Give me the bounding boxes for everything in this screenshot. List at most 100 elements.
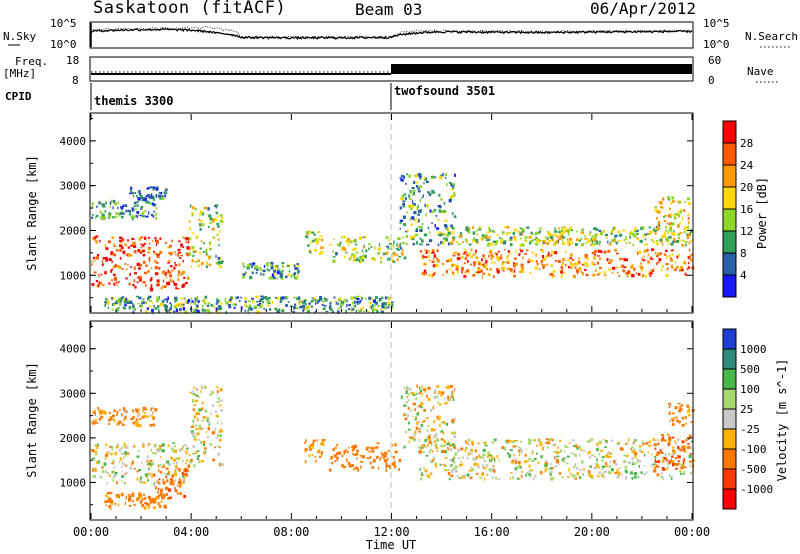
heat-cell-r6 <box>334 460 337 463</box>
heat-cell-r9 <box>650 269 652 272</box>
heat-cell-r9 <box>640 262 642 265</box>
heat-cell-r5 <box>320 451 324 455</box>
heat-cell-r7 <box>420 444 424 447</box>
heat-cell-r8 <box>423 233 428 237</box>
heat-cell-r0 <box>129 254 133 257</box>
heat-cell-r4 <box>108 499 113 504</box>
heat-cell-r2 <box>157 188 159 190</box>
heat-cell-r8 <box>625 476 628 480</box>
heat-cell-r10 <box>636 229 639 232</box>
heat-cell-r7 <box>356 301 360 305</box>
heat-cell-r6 <box>396 258 399 261</box>
heat-cell-r3 <box>217 452 220 456</box>
heat-cell-r0 <box>169 251 173 256</box>
heat-cell-r7 <box>316 300 319 304</box>
heat-cell-r10 <box>535 242 539 246</box>
heat-cell-r7 <box>414 430 417 434</box>
heat-cell-r7 <box>153 304 155 308</box>
heat-cell-r10 <box>581 243 585 247</box>
heat-cell-r9 <box>428 250 431 254</box>
heat-cell-r7 <box>432 406 435 410</box>
heat-cell-r8 <box>445 225 448 228</box>
heat-cell-r8 <box>605 462 608 465</box>
heat-cell-r9 <box>542 255 545 259</box>
heat-cell-r0 <box>91 449 95 452</box>
heat-cell-r3 <box>199 427 202 431</box>
heat-cell-r6 <box>352 259 355 262</box>
heat-cell-r0 <box>144 236 147 240</box>
heat-cell-r9 <box>425 249 429 253</box>
heat-cell-r8 <box>466 442 469 445</box>
heat-cell-r8 <box>637 460 641 463</box>
heat-cell-r2 <box>125 415 127 418</box>
heat-cell-r8 <box>495 476 497 480</box>
heat-cell-r0 <box>173 282 178 286</box>
heat-cell-r6 <box>348 257 352 261</box>
heat-cell-r9 <box>445 270 448 274</box>
heat-cell-r9 <box>625 258 628 262</box>
heat-cell-r10 <box>605 237 608 239</box>
heat-cell-r1 <box>150 213 154 217</box>
heat-cell-r0 <box>183 477 186 480</box>
heat-cell-r8 <box>489 459 491 462</box>
heat-cell-r6 <box>372 259 376 261</box>
heat-cell-r5 <box>321 438 324 443</box>
heat-cell-r0 <box>153 444 157 448</box>
heat-cell-r0 <box>166 473 170 476</box>
heat-cell-r8 <box>454 452 458 456</box>
heat-cell-r0 <box>138 469 142 471</box>
heat-cell-r7 <box>262 301 265 304</box>
heat-cell-r0 <box>139 252 142 254</box>
heat-cell-r1 <box>120 210 124 214</box>
heat-cell-r8 <box>513 440 517 442</box>
heat-cell-r4 <box>266 268 269 271</box>
heat-cell-r10 <box>556 235 558 238</box>
heat-cell-r9 <box>650 248 655 251</box>
heat-cell-r10 <box>501 239 504 241</box>
heat-cell-r9 <box>461 267 464 271</box>
heat-cell-r10 <box>447 231 451 235</box>
heat-cell-r0 <box>113 276 117 281</box>
heat-cell-r6 <box>368 247 370 250</box>
heat-cell-r6 <box>372 459 376 463</box>
heat-cell-r0 <box>131 241 135 244</box>
heat-cell-r1 <box>108 216 110 220</box>
heat-cell-r10 <box>672 417 675 419</box>
power-colorbar-tick-label: 20 <box>740 181 753 194</box>
heat-cell-r0 <box>186 459 189 462</box>
heat-cell-r8 <box>414 218 416 222</box>
heat-cell-r7 <box>298 303 301 305</box>
heat-cell-r8 <box>514 467 518 471</box>
heat-cell-r7 <box>117 306 120 309</box>
heat-cell-r0 <box>156 279 160 283</box>
heat-cell-r3 <box>195 387 199 392</box>
heat-cell-r10 <box>546 237 549 240</box>
heat-cell-r6 <box>362 236 366 239</box>
heat-cell-r0 <box>122 456 125 460</box>
heat-cell-r7 <box>418 430 421 433</box>
heat-cell-r10 <box>519 243 522 247</box>
heat-cell-r9 <box>425 271 427 275</box>
heat-cell-r3 <box>198 424 202 428</box>
heat-cell-r10 <box>445 227 448 230</box>
heat-cell-r9 <box>552 269 556 273</box>
heat-cell-r3 <box>208 256 211 260</box>
heat-cell-r8 <box>593 455 596 458</box>
heat-cell-r7 <box>367 310 369 313</box>
heat-cell-r7 <box>244 303 247 307</box>
heat-cell-r8 <box>651 453 653 456</box>
heat-cell-r8 <box>447 471 451 476</box>
heat-cell-r7 <box>404 417 408 421</box>
heat-cell-r9 <box>665 458 668 462</box>
heat-cell-r7 <box>125 297 128 301</box>
heat-cell-r2 <box>149 414 152 417</box>
heat-cell-r7 <box>235 303 237 306</box>
heat-cell-r6 <box>359 454 362 457</box>
heat-cell-r4 <box>144 502 146 505</box>
heat-cell-r11 <box>673 214 676 217</box>
heat-cell-r7 <box>453 431 457 435</box>
heat-cell-r9 <box>599 257 602 260</box>
heat-cell-r9 <box>514 267 516 270</box>
heat-cell-r2 <box>116 410 119 413</box>
heat-cell-r9 <box>677 460 681 463</box>
